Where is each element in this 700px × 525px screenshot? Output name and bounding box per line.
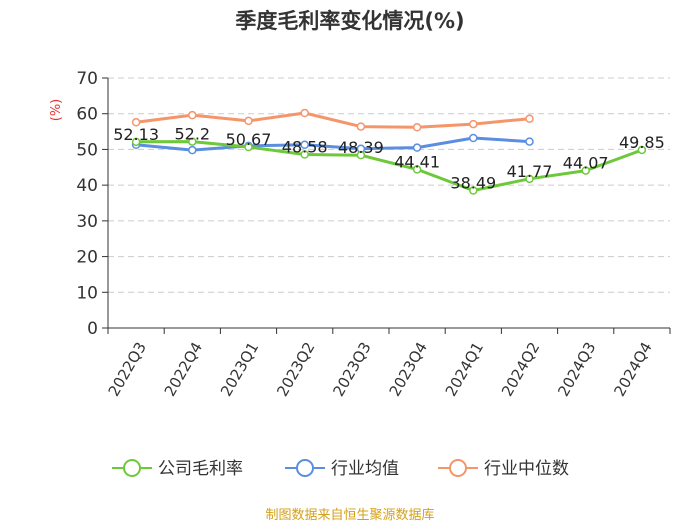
data-point <box>525 174 534 184</box>
data-point <box>244 142 253 152</box>
x-tick-label: 2022Q4 <box>161 339 206 400</box>
x-tick-label: 2024Q3 <box>554 339 599 400</box>
series-line-1 <box>135 136 530 152</box>
data-point <box>188 110 197 120</box>
data-label: 52.13 <box>113 125 159 144</box>
data-point <box>356 150 366 160</box>
data-point <box>469 133 478 143</box>
legend: 公司毛利率 行业均值 行业中位数 <box>112 459 569 479</box>
y-tick-label: 70 <box>76 69 98 89</box>
x-tick-label: 2022Q3 <box>105 339 150 400</box>
legend-marker <box>449 459 467 477</box>
data-labels: 52.13 52.2 50.67 48.58 48.39 44.41 38.49 41.77 4… <box>113 125 665 193</box>
y-tick-label: 0 <box>87 319 98 339</box>
series-line-2 <box>135 111 530 129</box>
legend-marker <box>296 459 314 477</box>
data-label: 38.49 <box>450 174 496 193</box>
legend-label: 公司毛利率 <box>158 459 243 479</box>
data-label: 44.07 <box>563 154 609 173</box>
data-point <box>188 137 197 146</box>
data-point <box>188 145 197 155</box>
data-label: 49.85 <box>619 133 665 152</box>
gridlines <box>108 77 670 293</box>
y-tick-label: 60 <box>76 105 98 125</box>
x-tick-label: 2023Q4 <box>386 339 431 400</box>
series-line-0 <box>136 140 643 192</box>
y-tick-label: 20 <box>76 248 98 268</box>
x-tick-label: 2023Q3 <box>329 339 374 400</box>
data-label: 44.41 <box>394 152 440 171</box>
y-tick-label: 40 <box>76 176 98 196</box>
data-point <box>356 122 366 131</box>
y-tick-label: 10 <box>76 283 98 303</box>
x-tick-label: 2024Q2 <box>498 339 543 400</box>
data-point <box>244 116 253 126</box>
data-point <box>525 114 534 123</box>
data-label: 50.67 <box>226 130 272 149</box>
data-point <box>412 143 422 152</box>
data-point <box>637 145 647 155</box>
data-point <box>469 119 478 129</box>
data-point <box>581 166 590 175</box>
data-point <box>412 123 422 132</box>
data-point <box>412 165 422 174</box>
data-point <box>525 137 534 146</box>
data-label: 41.77 <box>507 162 553 181</box>
x-tick-label: 2024Q1 <box>442 339 487 400</box>
source-note: 制图数据来自恒生聚源数据库 <box>265 507 434 523</box>
data-point <box>300 140 309 150</box>
y-axis-label: (%) <box>49 99 64 122</box>
data-point <box>131 118 141 127</box>
legend-label: 行业均值 <box>331 459 399 479</box>
x-tick-label: 2024Q4 <box>610 339 655 400</box>
data-point <box>131 137 141 147</box>
y-tick-label: 30 <box>76 212 98 232</box>
y-tick-label: 50 <box>76 140 98 160</box>
legend-marker <box>123 459 141 477</box>
data-label: 52.2 <box>174 125 210 144</box>
series-lines <box>131 108 647 195</box>
x-tick-label: 2023Q1 <box>217 339 262 400</box>
data-label: 48.58 <box>282 138 328 157</box>
legend-label: 行业中位数 <box>484 459 569 479</box>
data-label: 48.39 <box>338 138 384 157</box>
chart-title: 季度毛利率变化情况(%) <box>235 9 464 33</box>
data-point <box>469 186 478 195</box>
x-tick-label: 2023Q2 <box>273 339 318 400</box>
data-point <box>300 108 309 118</box>
data-point <box>300 150 309 159</box>
